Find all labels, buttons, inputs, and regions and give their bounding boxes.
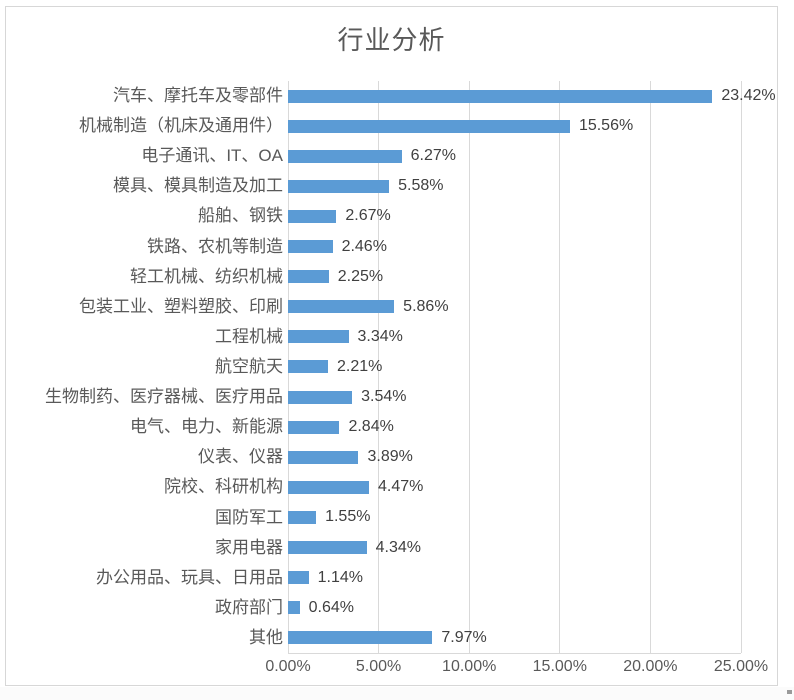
- scroll-corner-mark: [787, 690, 792, 694]
- x-tick-label: 5.00%: [355, 658, 402, 675]
- bar[interactable]: [288, 119, 570, 133]
- category-label: 铁路、农机等制造: [147, 236, 283, 256]
- value-label: 2.46%: [341, 237, 387, 255]
- chart-title: 行业分析: [337, 25, 446, 55]
- category-label: 航空航天: [215, 357, 283, 376]
- bar-row: 1.14%: [288, 563, 741, 593]
- value-label: 4.34%: [375, 538, 422, 556]
- category-axis: 汽车、摩托车及零部件机械制造（机床及通用件） 电子通讯、IT、OA 模具、模具制造及…: [6, 81, 283, 653]
- bar-row: 1.55%: [288, 502, 741, 532]
- category-label: 国防军工: [215, 507, 283, 527]
- value-axis: 0.00% 5.00% 10.00% 15.00% 20.00% 25.00%: [265, 655, 768, 679]
- bar-row: 4.47%: [288, 472, 741, 502]
- bar[interactable]: [288, 450, 359, 464]
- category-label: 机械制造（机床及通用件）: [79, 116, 283, 136]
- x-tick-label: 20.00%: [623, 658, 678, 675]
- value-label: 0.64%: [308, 598, 354, 616]
- category-label: 政府部门: [215, 597, 283, 617]
- category-label: 汽车、摩托车及零部件: [113, 86, 283, 106]
- plot-area: 23.42% 15.56% 6.27% 5.58% 2.67% 2.46% 2.25% 5.8…: [287, 81, 776, 654]
- x-tick-label: 10.00%: [442, 658, 497, 675]
- value-label: 3.34%: [357, 327, 403, 345]
- gridline: [740, 81, 742, 653]
- bar[interactable]: [288, 631, 433, 645]
- bar[interactable]: [288, 179, 390, 193]
- category-label: 家用电器: [215, 537, 283, 557]
- category-label: 船舶、钢铁: [198, 206, 283, 226]
- bar[interactable]: [288, 390, 353, 404]
- bar[interactable]: [288, 209, 337, 223]
- bar-row: 15.56%: [288, 111, 741, 141]
- bar-row: 2.21%: [288, 352, 741, 382]
- bar[interactable]: [288, 270, 329, 284]
- value-label: 7.97%: [441, 628, 487, 646]
- category-label: 仪表、仪器: [198, 447, 283, 467]
- bar[interactable]: [288, 571, 309, 585]
- category-label: 院校、科研机构: [164, 477, 283, 497]
- bar-row: 2.67%: [288, 201, 741, 231]
- bar-row: 3.89%: [288, 442, 741, 472]
- bar-row: 7.97%: [288, 623, 741, 653]
- value-label: 3.89%: [367, 448, 413, 466]
- bar-row: 3.34%: [288, 322, 741, 352]
- bar[interactable]: [288, 541, 367, 555]
- value-label: 2.84%: [348, 418, 394, 436]
- bar-row: 0.64%: [288, 593, 741, 623]
- category-label: 办公用品、玩具、日用品: [96, 567, 283, 587]
- value-label: 5.86%: [403, 297, 449, 315]
- category-label: 其他: [249, 627, 283, 647]
- bar-row: 5.58%: [288, 171, 741, 201]
- bar[interactable]: [288, 330, 349, 344]
- bar[interactable]: [288, 240, 333, 254]
- bar[interactable]: [288, 480, 369, 494]
- x-tick-label: 0.00%: [265, 658, 311, 675]
- value-label: 2.67%: [345, 207, 391, 225]
- gridline: [378, 81, 380, 653]
- category-label: 工程机械: [215, 326, 283, 346]
- bar[interactable]: [288, 89, 713, 103]
- bar[interactable]: [288, 360, 329, 374]
- category-label: 电气、电力、新能源: [130, 417, 283, 437]
- category-label: 模具、模具制造及加工: [113, 176, 283, 196]
- bar-row: 2.46%: [288, 232, 741, 262]
- value-label: 2.25%: [337, 267, 384, 285]
- bar[interactable]: [288, 149, 402, 163]
- value-label: 1.55%: [325, 508, 371, 526]
- gridline: [649, 81, 651, 653]
- value-label: 4.47%: [377, 478, 424, 496]
- bar-row: 23.42%: [288, 81, 776, 111]
- value-label: 5.58%: [398, 177, 444, 195]
- bar[interactable]: [288, 511, 317, 525]
- bar-row: 2.25%: [288, 262, 741, 292]
- bar-row: 5.86%: [288, 292, 741, 322]
- category-label: 生物制药、医疗器械、医疗用品: [45, 387, 283, 407]
- gridline: [559, 81, 561, 653]
- industry-analysis-chart[interactable]: 行业分析 汽车、摩托车及零部件机械制造（机床及通用件） 电子通讯、IT、OA 模具、…: [5, 6, 778, 686]
- bar[interactable]: [288, 420, 340, 434]
- value-label: 23.42%: [721, 87, 776, 104]
- value-label: 1.14%: [317, 568, 364, 586]
- bar[interactable]: [288, 601, 300, 615]
- bar-row: 3.54%: [288, 382, 741, 412]
- category-label: 电子通讯、IT、OA: [141, 146, 283, 166]
- bar[interactable]: [288, 300, 395, 314]
- value-label: 15.56%: [578, 117, 634, 135]
- gridline: [468, 81, 470, 653]
- x-tick-label: 25.00%: [713, 658, 769, 675]
- value-label: 6.27%: [410, 147, 456, 165]
- category-label: 轻工机械、纺织机械: [130, 266, 283, 286]
- value-label: 3.54%: [361, 388, 407, 406]
- bar-row: 4.34%: [288, 533, 741, 563]
- value-label: 2.21%: [337, 357, 383, 375]
- bottom-strip: [0, 687, 794, 700]
- bar-row: 6.27%: [288, 141, 741, 171]
- x-tick-label: 15.00%: [532, 658, 587, 675]
- bar-row: 2.84%: [288, 412, 741, 442]
- category-label: 包装工业、塑料塑胶、印刷: [79, 296, 283, 316]
